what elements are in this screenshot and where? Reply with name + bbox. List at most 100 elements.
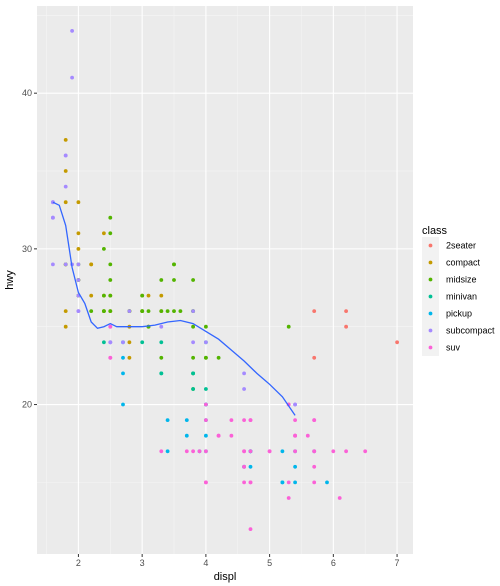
point-midsize [140,309,145,313]
point-midsize [89,309,94,313]
point-compact [159,293,164,298]
point-suv [248,418,253,422]
point-subcompact [191,309,196,313]
point-subcompact [51,262,55,267]
legend-key-subcompact [428,328,433,333]
point-suv [204,449,208,454]
point-subcompact [76,309,81,313]
point-suv [242,464,247,469]
legend-label-minivan: minivan [446,292,477,302]
legend-label-compact: compact [446,258,481,268]
point-midsize [191,324,196,329]
point-suv [184,449,189,454]
point-minivan [191,387,196,391]
point-minivan [140,340,145,345]
point-compact [102,231,106,236]
legend-key-compact [428,260,433,265]
point-suv [293,449,297,454]
point-suv [248,449,253,454]
point-midsize [178,309,183,313]
legend-key-minivan [428,294,433,299]
point-minivan [102,340,106,345]
point-suv [108,324,113,329]
point-minivan [191,371,196,376]
point-suv [191,449,196,454]
point-suv [197,449,202,454]
point-2seater [395,340,399,345]
point-suv [216,433,221,438]
point-midsize [108,309,113,313]
point-compact [76,231,81,236]
point-suv [286,480,291,485]
point-suv [312,449,317,454]
point-suv [204,480,208,485]
point-compact [63,169,68,173]
x-axis: 2 3 4 5 6 7 [76,554,400,568]
point-2seater [312,355,317,360]
point-subcompact [63,184,68,189]
point-suv [312,464,317,469]
point-subcompact [159,324,164,329]
point-suv [242,480,247,485]
point-subcompact [293,402,297,407]
point-suv [293,418,297,422]
point-compact [63,324,68,329]
legend-label-2seater: 2seater [446,241,476,251]
point-subcompact [204,340,208,345]
point-compact [63,138,68,142]
point-pickup [280,449,285,454]
y-axis-title: hwy [4,270,16,290]
y-axis: 20 30 40 [22,88,37,410]
point-pickup [248,464,253,469]
legend: class 2seater compact midsize minivan pickup… [422,225,495,356]
point-midsize [216,355,221,360]
point-midsize [159,355,164,360]
point-pickup [184,433,189,438]
point-2seater [344,324,348,329]
point-midsize [140,293,145,298]
point-midsize [146,309,151,313]
point-suv [248,527,253,531]
point-subcompact [242,371,247,376]
y-tick-label: 20 [22,400,32,410]
y-tick-label: 30 [22,244,32,254]
legend-key-midsize [428,277,433,282]
point-suv [267,449,272,454]
point-suv [159,449,164,454]
point-compact [127,340,132,345]
legend-label-midsize: midsize [446,275,477,285]
point-suv [229,433,234,438]
point-midsize [108,278,113,282]
point-subcompact [51,215,55,220]
legend-key-2seater [428,243,433,248]
legend-label-suv: suv [446,343,461,353]
point-pickup [325,480,329,485]
grid-major [37,6,413,554]
point-suv [204,418,208,422]
point-midsize [286,324,291,329]
point-subcompact [76,278,81,282]
point-compact [76,247,81,251]
point-suv [248,480,253,485]
point-subcompact [76,262,81,267]
point-suv [204,402,208,407]
point-subcompact [191,340,196,345]
point-suv [286,496,291,500]
point-suv [305,433,310,438]
point-subcompact [63,153,68,158]
point-subcompact [70,29,74,33]
point-compact [63,309,68,313]
point-subcompact [70,75,74,80]
point-pickup [121,402,125,407]
point-pickup [165,418,170,422]
point-pickup [121,371,125,376]
point-suv [363,449,368,454]
point-midsize [172,278,176,282]
point-suv [108,355,113,360]
point-midsize [191,278,196,282]
point-midsize [204,324,208,329]
x-tick-label: 4 [203,558,208,568]
point-midsize [172,262,176,267]
point-midsize [102,309,106,313]
point-midsize [159,278,164,282]
